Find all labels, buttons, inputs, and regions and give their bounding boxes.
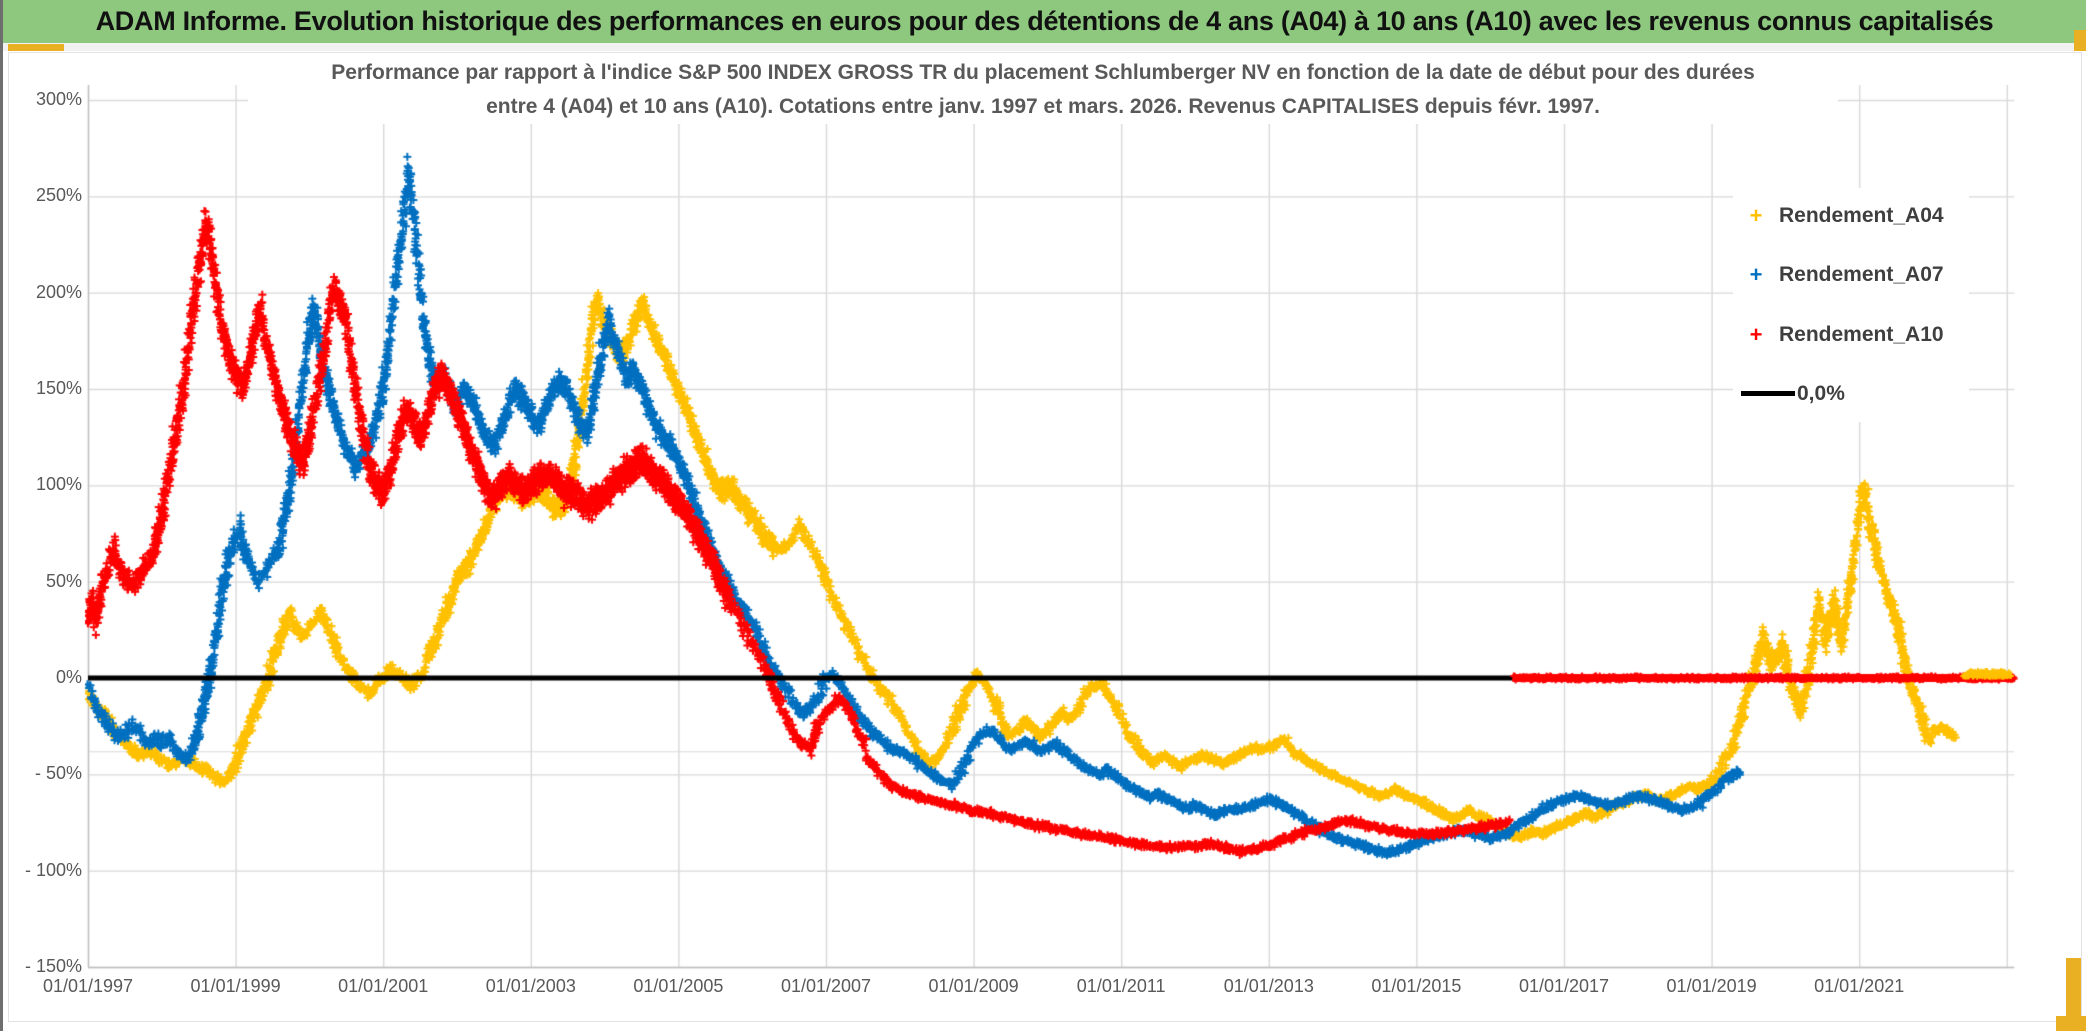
x-axis-tick-label: 01/01/2017: [1518, 976, 1610, 996]
y-axis-tick-label: 300%: [35, 88, 82, 109]
y-axis-tick-label: 50%: [45, 570, 82, 591]
y-axis-tick-label: 0%: [55, 667, 82, 687]
y-axis-tick-label: 200%: [35, 281, 82, 302]
legend-zero-line-swatch-icon: [1741, 391, 1795, 397]
gold-accent-bottom-right-horizontal: [2056, 1016, 2086, 1031]
y-axis-tick-label: 100%: [35, 474, 82, 495]
x-axis-tick-label: 01/01/2009: [928, 976, 1019, 996]
x-axis-tick-label: 01/01/2007: [780, 976, 872, 996]
x-axis-tick-label: 01/01/1999: [190, 976, 281, 996]
x-axis-tick-label: 01/01/2021: [1814, 976, 1905, 996]
legend-item-a07: + Rendement_A07: [1733, 255, 1969, 295]
x-axis-tick-label: 01/01/2001: [338, 976, 429, 996]
x-axis-tick-label: 01/01/2003: [485, 976, 576, 996]
legend-item-a10: + Rendement_A10: [1733, 315, 1969, 355]
x-axis-tick-label: 01/01/2015: [1371, 976, 1462, 996]
x-axis-tick-label: 01/01/2011: [1076, 976, 1166, 996]
gold-accent-bottom-right-vertical: [2066, 958, 2081, 1031]
y-axis-tick-label: 150%: [35, 377, 82, 398]
legend: + Rendement_A04 + Rendement_A07 + Rendem…: [1733, 188, 1969, 422]
chart-title-line-2: entre 4 (A04) et 10 ans (A10). Cotations…: [486, 95, 1600, 118]
legend-item-a04: + Rendement_A04: [1733, 196, 1969, 236]
y-axis-tick-label: - 50%: [34, 763, 82, 784]
y-axis-tick-label: - 100%: [24, 859, 82, 880]
chart-title-line-1: Performance par rapport à l'indice S&P 5…: [331, 61, 1755, 84]
legend-plus-marker-a10-icon: +: [1749, 321, 1763, 347]
x-axis-tick-label: 01/01/2019: [1666, 976, 1757, 996]
x-axis-tick-label: 01/01/2013: [1223, 976, 1314, 996]
legend-label-a04: Rendement_A04: [1779, 204, 1944, 227]
legend-label-a10: Rendement_A10: [1779, 322, 1944, 346]
legend-plus-marker-a04-icon: +: [1749, 203, 1763, 228]
x-axis-tick-label: 01/01/2005: [633, 976, 724, 996]
y-axis-tick-label: - 150%: [24, 956, 82, 976]
x-axis-tick-label: 01/01/1997: [42, 976, 134, 996]
legend-plus-marker-a07-icon: +: [1749, 262, 1763, 288]
legend-label-zero: 0,0%: [1797, 381, 1845, 405]
legend-label-a07: Rendement_A07: [1779, 263, 1944, 287]
legend-item-zero-line: 0,0%: [1733, 374, 1969, 414]
y-axis-tick-label: 250%: [35, 185, 82, 206]
chart-title: Performance par rapport à l'indice S&P 5…: [248, 56, 1838, 124]
